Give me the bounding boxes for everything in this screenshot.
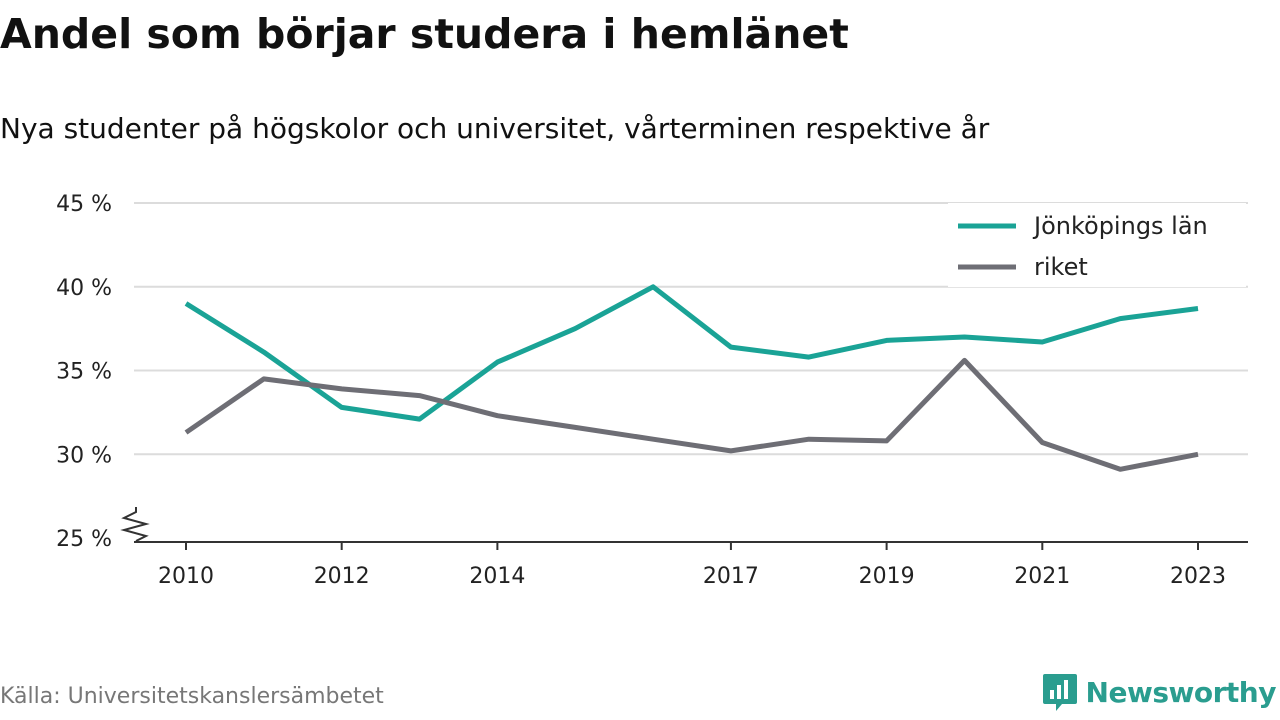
y-tick-label: 25 %: [56, 527, 112, 552]
axis-break-icon: [120, 507, 150, 542]
x-tick-label: 2010: [158, 564, 214, 589]
chart-title: Andel som börjar studera i hemlänet: [0, 10, 849, 58]
chart-subtitle: Nya studenter på högskolor och universit…: [0, 112, 990, 145]
legend-label-1: riket: [1034, 253, 1088, 281]
legend-label-0: Jönköpings län: [1032, 212, 1208, 240]
y-tick-label: 40 %: [56, 276, 112, 301]
x-tick-label: 2021: [1014, 564, 1070, 589]
series-layer: [184, 284, 1199, 472]
legend: Jönköpings län riket: [948, 203, 1246, 287]
legend-background: [948, 203, 1246, 287]
series-line-1: [184, 357, 1199, 472]
x-tick-label: 2023: [1170, 564, 1226, 589]
brand-name: Newsworthy: [1085, 675, 1277, 709]
y-tick-label: 35 %: [56, 360, 112, 385]
y-tick-label: 30 %: [56, 443, 112, 468]
series-line-0: [184, 284, 1199, 422]
newsworthy-logo-icon: [1042, 674, 1077, 711]
brand-logo: Newsworthy: [1042, 672, 1277, 712]
x-tick-label: 2017: [703, 564, 759, 589]
axis-layer: 25 % 30 % 35 % 40 % 45 % 2010 2012 2014 2017 2019…: [56, 192, 1248, 589]
source-note: Källa: Universitetskanslersämbetet: [0, 684, 384, 709]
x-tick-label: 2014: [469, 564, 525, 589]
x-tick-label: 2012: [314, 564, 370, 589]
x-tick-label: 2019: [859, 564, 915, 589]
y-tick-label: 45 %: [56, 192, 112, 217]
